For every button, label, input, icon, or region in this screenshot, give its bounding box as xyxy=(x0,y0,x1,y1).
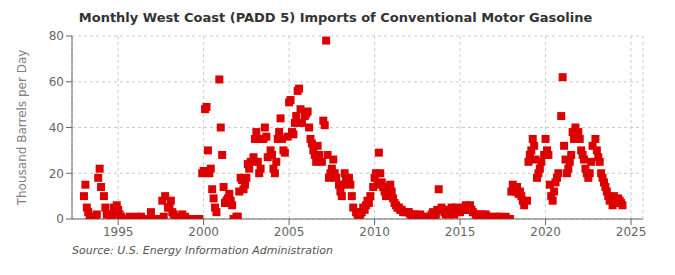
svg-text:2025: 2025 xyxy=(616,225,647,239)
svg-text:20: 20 xyxy=(49,167,64,181)
svg-text:80: 80 xyxy=(49,29,64,43)
svg-text:Thousand Barrels per Day: Thousand Barrels per Day xyxy=(15,50,29,207)
svg-text:1995: 1995 xyxy=(103,225,134,239)
svg-text:2010: 2010 xyxy=(359,225,390,239)
svg-text:2015: 2015 xyxy=(445,225,476,239)
svg-text:2000: 2000 xyxy=(188,225,219,239)
svg-text:0: 0 xyxy=(56,212,64,226)
html-text:Monthly West Coast (PADD 5) Im: Monthly West Coast (PADD 5) Imports of C… xyxy=(78,10,593,25)
svg-text:2020: 2020 xyxy=(530,225,561,239)
svg-text:60: 60 xyxy=(49,75,64,89)
svg-text:2005: 2005 xyxy=(274,225,305,239)
html-text:Source: U.S. Energy Informatio: Source: U.S. Energy Information Administ… xyxy=(72,244,333,257)
svg-text:40: 40 xyxy=(49,121,64,135)
